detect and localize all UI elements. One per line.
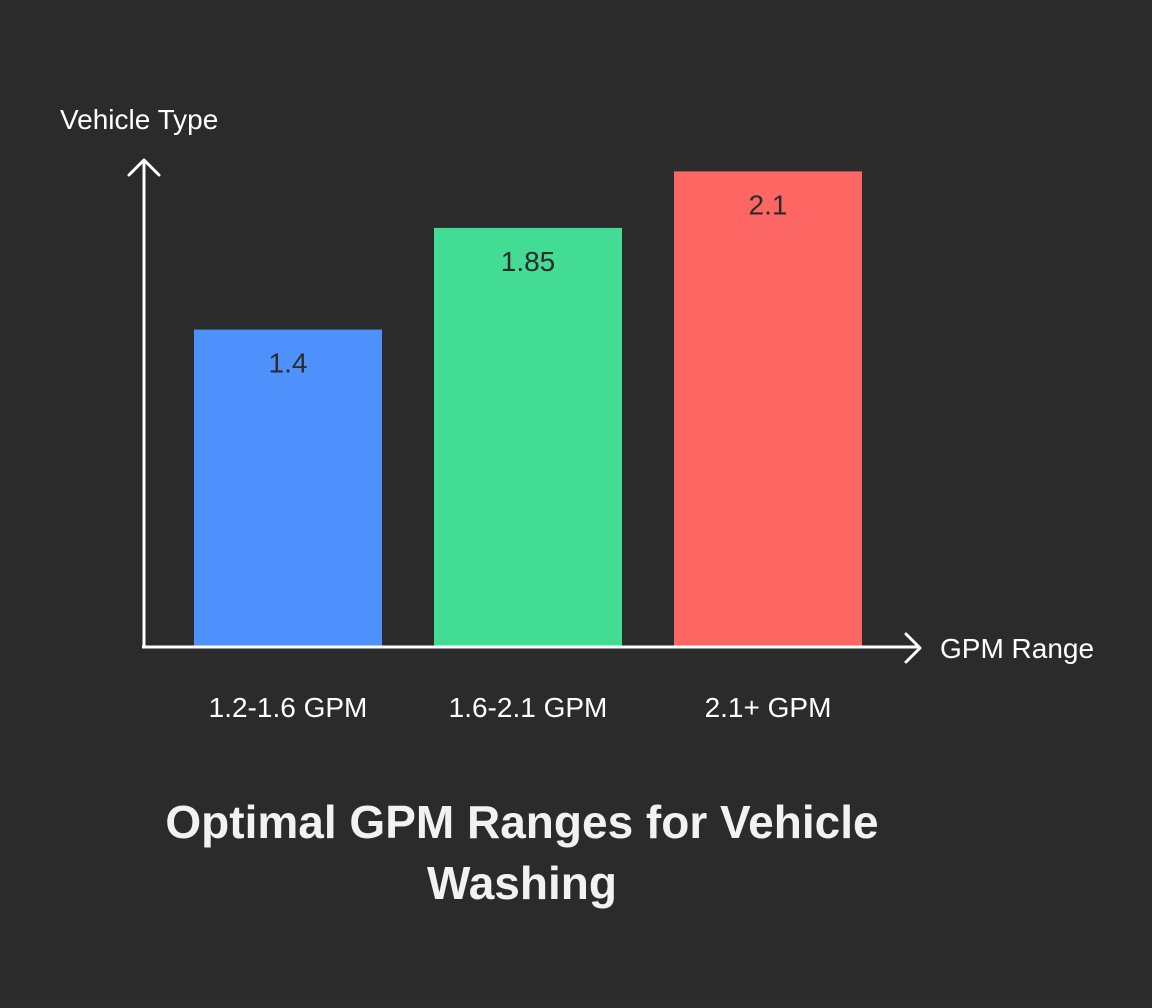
data-labels-group: 1.4 1.85 2.1 xyxy=(269,189,788,378)
x-axis-label: GPM Range xyxy=(940,633,1094,664)
x-tick-label-1: 1.2-1.6 GPM xyxy=(209,692,368,723)
x-tick-label-2: 1.6-2.1 GPM xyxy=(449,692,608,723)
chart-title-line-1: Optimal GPM Ranges for Vehicle xyxy=(165,796,878,848)
chart-title-line-2: Washing xyxy=(427,857,617,909)
bar-2 xyxy=(434,227,622,646)
y-axis-arrow-icon xyxy=(127,158,161,177)
bar-value-label-3: 2.1 xyxy=(749,189,788,220)
x-tick-labels-group: 1.2-1.6 GPM 1.6-2.1 GPM 2.1+ GPM xyxy=(209,692,832,723)
y-axis-label: Vehicle Type xyxy=(60,104,218,135)
bar-value-label-1: 1.4 xyxy=(269,348,308,379)
x-axis-arrow-icon xyxy=(904,632,922,664)
axes-group xyxy=(127,158,922,664)
bar-1 xyxy=(194,329,382,646)
bar-value-label-2: 1.85 xyxy=(501,246,556,277)
bars-group xyxy=(194,171,862,646)
bar-3 xyxy=(674,171,862,646)
x-tick-label-3: 2.1+ GPM xyxy=(705,692,832,723)
